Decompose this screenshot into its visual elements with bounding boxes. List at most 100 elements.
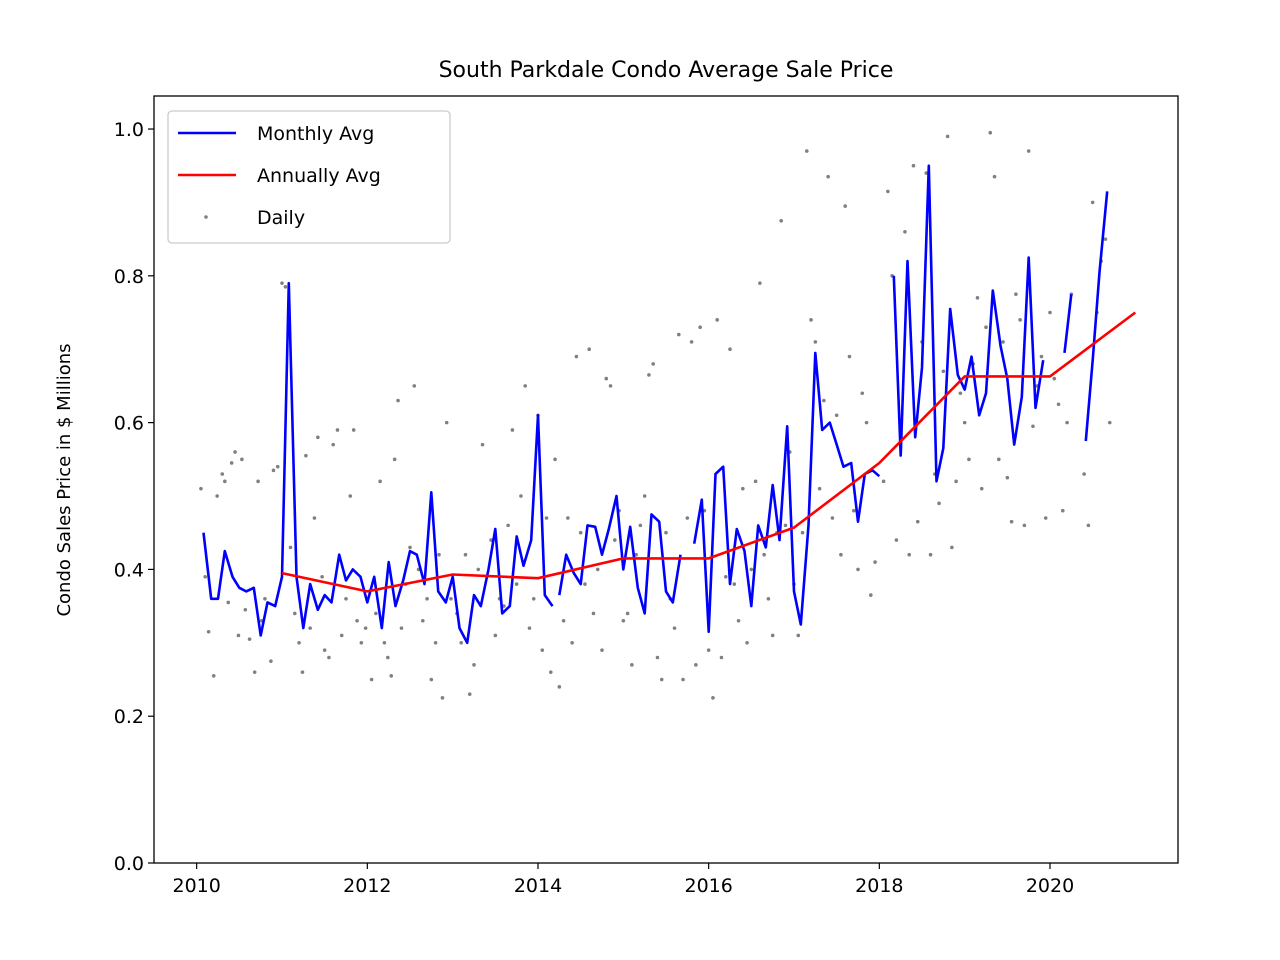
daily-point (211, 674, 216, 678)
daily-point (263, 596, 267, 601)
daily-point (749, 567, 754, 572)
daily-point (809, 318, 813, 322)
daily-point (659, 677, 664, 682)
daily-point (745, 641, 749, 645)
daily-point (359, 641, 364, 645)
daily-point (206, 629, 211, 634)
daily-point (732, 582, 737, 586)
daily-point (681, 677, 685, 682)
daily-point (531, 596, 536, 601)
x-tick-label: 2014 (514, 875, 562, 897)
daily-point (736, 618, 741, 623)
daily-point (770, 633, 775, 638)
daily-point (689, 340, 694, 344)
daily-point (378, 479, 382, 484)
daily-point (527, 626, 532, 630)
daily-point (805, 149, 809, 153)
daily-point (967, 457, 971, 462)
daily-point (881, 479, 886, 484)
daily-point (226, 600, 231, 605)
monthly-avg-line (558, 494, 682, 615)
daily-point (331, 442, 336, 447)
daily-point (915, 519, 920, 524)
daily-point (1061, 508, 1065, 513)
daily-point (677, 332, 681, 337)
daily-point (779, 218, 783, 223)
daily-point (449, 596, 453, 601)
x-tick-label: 2016 (684, 875, 732, 897)
daily-point (355, 618, 359, 623)
daily-point (544, 516, 549, 520)
daily-point (997, 457, 1001, 462)
daily-point (941, 369, 946, 374)
daily-point (275, 464, 280, 469)
plot-frame (153, 95, 1179, 864)
daily-point (489, 538, 493, 542)
daily-point (304, 453, 308, 458)
daily-point (1001, 340, 1005, 344)
daily-point (459, 641, 464, 645)
daily-point (574, 354, 579, 359)
daily-point (694, 663, 698, 667)
daily-point (506, 523, 510, 528)
daily-point (247, 637, 252, 641)
daily-point (822, 398, 826, 403)
daily-point (1052, 376, 1057, 381)
series-lines-layer (202, 164, 1137, 645)
daily-point (783, 523, 788, 528)
daily-point (1026, 149, 1031, 153)
daily-point (711, 696, 715, 700)
daily-point (672, 626, 677, 630)
daily-point (312, 516, 317, 520)
daily-point (886, 189, 890, 194)
daily-point (1056, 402, 1061, 407)
monthly-avg-line (892, 164, 1045, 483)
daily-point (283, 285, 288, 289)
daily-point (408, 545, 412, 550)
y-axis-label: Condo Sales Price in $ Millions (54, 343, 75, 616)
daily-point (363, 626, 368, 630)
daily-point (830, 516, 835, 520)
daily-point (864, 420, 869, 425)
daily-point (600, 648, 604, 652)
daily-point (1107, 420, 1112, 425)
daily-point (440, 696, 445, 700)
daily-point (510, 428, 515, 432)
daily-point (429, 677, 434, 682)
daily-point (975, 296, 980, 300)
daily-point (1086, 523, 1091, 528)
daily-point (553, 457, 557, 462)
daily-point (753, 479, 758, 484)
daily-point (1014, 292, 1018, 296)
daily-point (236, 633, 241, 638)
daily-point (467, 692, 472, 696)
daily-point (540, 648, 545, 652)
daily-point (992, 174, 997, 179)
daily-point (339, 633, 344, 638)
daily-point (1103, 237, 1108, 241)
daily-point (386, 655, 390, 660)
daily-point (1090, 200, 1095, 205)
daily-point (472, 663, 476, 667)
daily-point (1048, 310, 1052, 315)
daily-point (252, 670, 257, 674)
daily-point (954, 479, 958, 484)
daily-point (1043, 516, 1048, 520)
legend-annual-label: Annually Avg (257, 165, 381, 187)
y-tick-label: 1.0 (114, 119, 144, 141)
daily-point (215, 494, 219, 498)
daily-point (348, 494, 353, 498)
daily-point (706, 648, 711, 652)
daily-point (240, 457, 244, 462)
legend-daily-label: Daily (257, 207, 305, 229)
daily-point (293, 611, 297, 616)
daily-point (758, 281, 762, 285)
daily-point (958, 391, 963, 396)
monthly-avg-line (692, 351, 881, 634)
legend-monthly-label: Monthly Avg (257, 123, 374, 145)
daily-point (327, 655, 331, 660)
daily-point (630, 663, 634, 667)
daily-point (300, 670, 305, 674)
daily-point (396, 398, 400, 403)
